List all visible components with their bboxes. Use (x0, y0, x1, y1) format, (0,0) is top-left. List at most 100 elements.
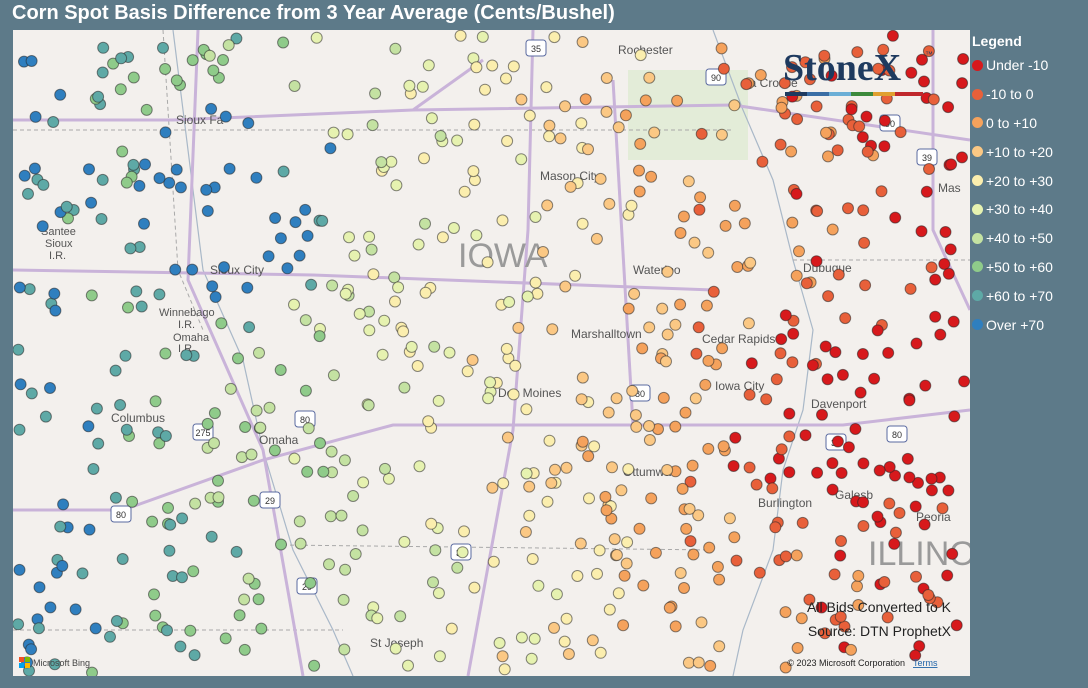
elevator-dot (301, 465, 314, 478)
legend-swatch (972, 117, 983, 129)
elevator-dot (85, 289, 98, 302)
elevator-dot (852, 569, 865, 582)
legend-swatch (972, 290, 983, 302)
elevator-dot (207, 64, 220, 77)
elevator-dot (353, 307, 366, 320)
elevator-dot (717, 440, 730, 453)
elevator-dot (250, 404, 263, 417)
elevator-dot (376, 348, 389, 361)
elevator-dot (32, 622, 45, 635)
elevator-dot (936, 502, 949, 515)
elevator-dot (338, 454, 351, 467)
place-label: Omaha (173, 332, 210, 344)
elevator-dot (600, 105, 613, 118)
place-label: Marshalltown (571, 327, 642, 341)
elevator-dot (919, 379, 932, 392)
elevator-dot (778, 77, 791, 90)
elevator-dot (520, 467, 533, 480)
elevator-dot (875, 185, 888, 198)
elevator-dot (903, 471, 916, 484)
elevator-dot (208, 437, 220, 450)
elevator-dot (702, 246, 715, 259)
elevator-dot (139, 158, 151, 171)
elevator-dot (349, 548, 362, 560)
elevator-dot (222, 39, 235, 52)
elevator-dot (717, 62, 730, 75)
elevator-dot (230, 32, 243, 45)
elevator-dot (682, 656, 695, 669)
elevator-dot (114, 399, 127, 411)
elevator-dot (871, 510, 884, 523)
elevator-dot (525, 652, 538, 665)
elevator-dot (791, 642, 804, 654)
elevator-dot (811, 466, 824, 479)
elevator-dot (903, 394, 916, 407)
elevator-dot (327, 126, 340, 139)
elevator-dot (633, 522, 646, 535)
elevator-dot (942, 101, 955, 114)
place-label: Dubuque (803, 261, 852, 275)
elevator-dot (947, 315, 960, 328)
elevator-dot (418, 152, 430, 165)
elevator-dot (57, 498, 70, 511)
elevator-dot (881, 611, 894, 624)
elevator-dot (37, 178, 50, 191)
elevator-dot (313, 330, 326, 343)
legend-item: Over +70 (972, 310, 1053, 339)
elevator-dot (564, 180, 577, 193)
elevator-dot (925, 484, 938, 497)
elevator-dot (760, 393, 773, 406)
elevator-dot (702, 442, 715, 455)
elevator-dot (456, 546, 469, 559)
elevator-dot (669, 420, 682, 433)
elevator-dot (707, 285, 720, 298)
elevator-dot (634, 49, 647, 62)
elevator-dot (629, 409, 642, 422)
elevator-dot (375, 156, 388, 169)
elevator-dot (481, 256, 494, 269)
elevator-dot (575, 117, 588, 130)
elevator-dot (146, 515, 159, 528)
elevator-dot (648, 126, 661, 139)
elevator-dot (252, 593, 265, 606)
elevator-dot (205, 530, 218, 543)
elevator-dot (958, 375, 970, 388)
terms-link[interactable]: Terms (913, 658, 938, 668)
elevator-dot (305, 278, 318, 291)
elevator-dot (621, 536, 634, 549)
legend-label: +60 to +70 (986, 287, 1053, 304)
legend-title: Legend (972, 33, 1022, 49)
legend-label: +20 to +30 (986, 172, 1053, 189)
elevator-dot (445, 622, 458, 635)
elevator-dot (200, 183, 213, 196)
elevator-dot (338, 643, 351, 656)
elevator-dot (277, 165, 290, 178)
elevator-dot (956, 77, 969, 90)
elevator-dot (512, 321, 525, 334)
elevator-dot (643, 71, 656, 84)
elevator-dot (356, 524, 369, 537)
elevator-dot (324, 510, 337, 523)
elevator-dot (124, 242, 137, 255)
elevator-dot (163, 176, 176, 189)
elevator-dot (398, 381, 411, 394)
elevator-dot (466, 354, 479, 366)
elevator-dot (104, 630, 116, 643)
elevator-dot (684, 475, 697, 488)
elevator-dot (576, 371, 589, 384)
elevator-dot (826, 457, 839, 470)
elevator-dot (337, 593, 350, 606)
elevator-dot (905, 66, 918, 79)
elevator-dot (385, 155, 398, 168)
elevator-dot (86, 666, 98, 676)
elevator-dot (769, 521, 782, 534)
elevator-dot (458, 185, 471, 198)
elevator-dot (425, 517, 438, 530)
elevator-dot (619, 109, 632, 122)
elevator-dot (302, 422, 315, 435)
elevator-dot (803, 593, 816, 606)
elevator-dot (612, 587, 625, 600)
elevator-dot (669, 318, 682, 331)
elevator-dot (643, 420, 655, 432)
elevator-dot (184, 624, 197, 637)
